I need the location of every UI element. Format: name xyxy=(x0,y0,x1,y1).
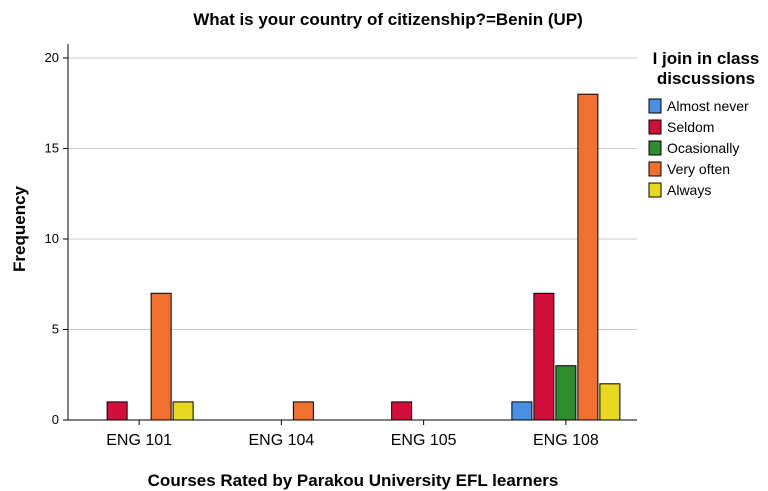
legend-swatch xyxy=(648,119,662,135)
y-tick-label: 10 xyxy=(45,231,59,246)
y-tick-label: 20 xyxy=(45,50,59,65)
legend-swatch xyxy=(648,98,662,114)
bar xyxy=(599,383,621,421)
x-axis-title: Courses Rated by Parakou University EFL … xyxy=(148,471,559,490)
legend-swatch xyxy=(648,161,662,177)
legend-label: Seldom xyxy=(667,119,714,135)
x-category-label: ENG 105 xyxy=(391,432,457,449)
bars xyxy=(106,93,621,421)
legend-title: discussions xyxy=(657,69,755,88)
x-category-label: ENG 101 xyxy=(106,432,172,449)
bar xyxy=(172,401,194,421)
bar xyxy=(106,401,128,421)
legend-swatch xyxy=(648,140,662,156)
y-tick-label: 15 xyxy=(45,141,59,156)
bar xyxy=(150,292,172,421)
y-tick-label: 0 xyxy=(52,412,59,427)
legend-label: Ocasionally xyxy=(667,140,739,156)
bar xyxy=(577,93,599,421)
y-tick-label: 5 xyxy=(52,322,59,337)
bar xyxy=(555,365,577,421)
chart-title: What is your country of citizenship?=Ben… xyxy=(193,10,583,29)
axes xyxy=(67,44,637,421)
bar xyxy=(511,401,533,421)
bar xyxy=(391,401,413,421)
x-category-labels: ENG 101 ENG 104 ENG 105 ENG 108 xyxy=(106,420,599,449)
legend-label: Almost never xyxy=(667,98,749,114)
bar xyxy=(292,401,314,421)
legend-label: Very often xyxy=(667,161,730,177)
x-category-label: ENG 104 xyxy=(248,432,314,449)
legend-swatch xyxy=(648,182,662,198)
y-axis-title: Frequency xyxy=(10,185,29,272)
legend-label: Always xyxy=(667,182,711,198)
legend-title: I join in class xyxy=(653,49,760,68)
bar xyxy=(533,292,555,421)
x-category-label: ENG 108 xyxy=(533,432,599,449)
y-tick-labels: 0 5 10 15 20 xyxy=(45,50,59,427)
